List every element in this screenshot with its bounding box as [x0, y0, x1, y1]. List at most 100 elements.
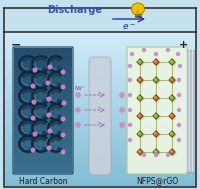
Polygon shape [169, 131, 175, 137]
Polygon shape [153, 149, 159, 155]
Circle shape [48, 129, 52, 133]
Polygon shape [169, 95, 175, 101]
Polygon shape [138, 150, 140, 152]
Polygon shape [137, 149, 143, 155]
Circle shape [178, 94, 180, 97]
Bar [4, 183, 196, 187]
Polygon shape [138, 60, 144, 66]
Circle shape [178, 108, 180, 112]
Bar [14, 85, 72, 92]
Polygon shape [170, 132, 172, 134]
Circle shape [166, 153, 170, 156]
Bar [14, 60, 72, 67]
Bar [14, 67, 72, 73]
Bar [4, 117, 196, 121]
Bar [4, 32, 196, 36]
Polygon shape [154, 132, 156, 134]
Circle shape [177, 53, 180, 56]
Text: Na⁺: Na⁺ [75, 86, 85, 91]
Polygon shape [153, 77, 159, 83]
Bar [4, 164, 196, 168]
Circle shape [61, 150, 65, 154]
Circle shape [76, 123, 80, 127]
Bar [4, 44, 196, 47]
Circle shape [61, 133, 65, 137]
Polygon shape [137, 59, 143, 65]
Bar [4, 71, 196, 75]
Circle shape [47, 97, 51, 101]
Circle shape [142, 153, 146, 156]
Circle shape [128, 78, 132, 81]
Text: −: − [11, 39, 21, 51]
Circle shape [178, 139, 180, 142]
Polygon shape [169, 149, 175, 155]
Circle shape [128, 108, 132, 112]
Circle shape [128, 94, 132, 97]
Circle shape [128, 64, 132, 67]
Bar [4, 98, 196, 102]
Polygon shape [154, 96, 156, 98]
Polygon shape [137, 77, 143, 83]
Circle shape [120, 123, 124, 127]
Bar [14, 123, 72, 129]
Bar [14, 79, 72, 85]
Bar [14, 92, 72, 98]
Bar [4, 90, 196, 94]
Text: Hard Carbon: Hard Carbon [19, 177, 67, 185]
Bar [189, 50, 192, 172]
Polygon shape [153, 59, 159, 65]
Polygon shape [138, 60, 140, 62]
Circle shape [179, 64, 182, 67]
Polygon shape [154, 60, 160, 66]
FancyBboxPatch shape [89, 57, 111, 175]
Circle shape [76, 108, 80, 112]
Bar [14, 142, 72, 148]
Circle shape [178, 123, 180, 126]
Bar [14, 117, 72, 123]
Bar [14, 48, 72, 54]
Circle shape [62, 101, 66, 105]
Polygon shape [137, 113, 143, 119]
Bar [4, 140, 196, 144]
Bar [186, 50, 187, 172]
Bar [4, 168, 196, 171]
Polygon shape [170, 150, 172, 152]
Bar [4, 94, 196, 98]
Polygon shape [170, 114, 176, 120]
Bar [4, 40, 196, 44]
Bar [4, 75, 196, 78]
Polygon shape [170, 96, 176, 102]
Circle shape [31, 116, 35, 120]
Bar [4, 47, 196, 51]
Bar [4, 133, 196, 137]
Bar [14, 154, 72, 160]
Bar [14, 167, 72, 173]
Bar [14, 160, 72, 167]
Bar [14, 129, 72, 136]
Polygon shape [153, 131, 159, 137]
Bar [4, 67, 196, 71]
Bar [4, 129, 196, 133]
Polygon shape [138, 132, 144, 138]
Circle shape [120, 108, 124, 112]
Polygon shape [170, 60, 172, 62]
Bar [4, 51, 196, 55]
Bar [4, 102, 196, 106]
Bar [14, 98, 72, 104]
Polygon shape [153, 95, 159, 101]
Bar [14, 148, 72, 154]
Bar [4, 148, 196, 152]
FancyBboxPatch shape [127, 47, 187, 174]
Bar [4, 106, 196, 109]
Bar [4, 59, 196, 63]
Polygon shape [138, 114, 144, 120]
Bar [4, 63, 196, 67]
Polygon shape [138, 96, 140, 98]
Polygon shape [138, 114, 140, 116]
Circle shape [178, 78, 180, 81]
Circle shape [166, 49, 170, 51]
Text: Discharge: Discharge [48, 5, 102, 15]
Bar [4, 144, 196, 148]
Bar [4, 171, 196, 175]
Bar [4, 179, 196, 183]
